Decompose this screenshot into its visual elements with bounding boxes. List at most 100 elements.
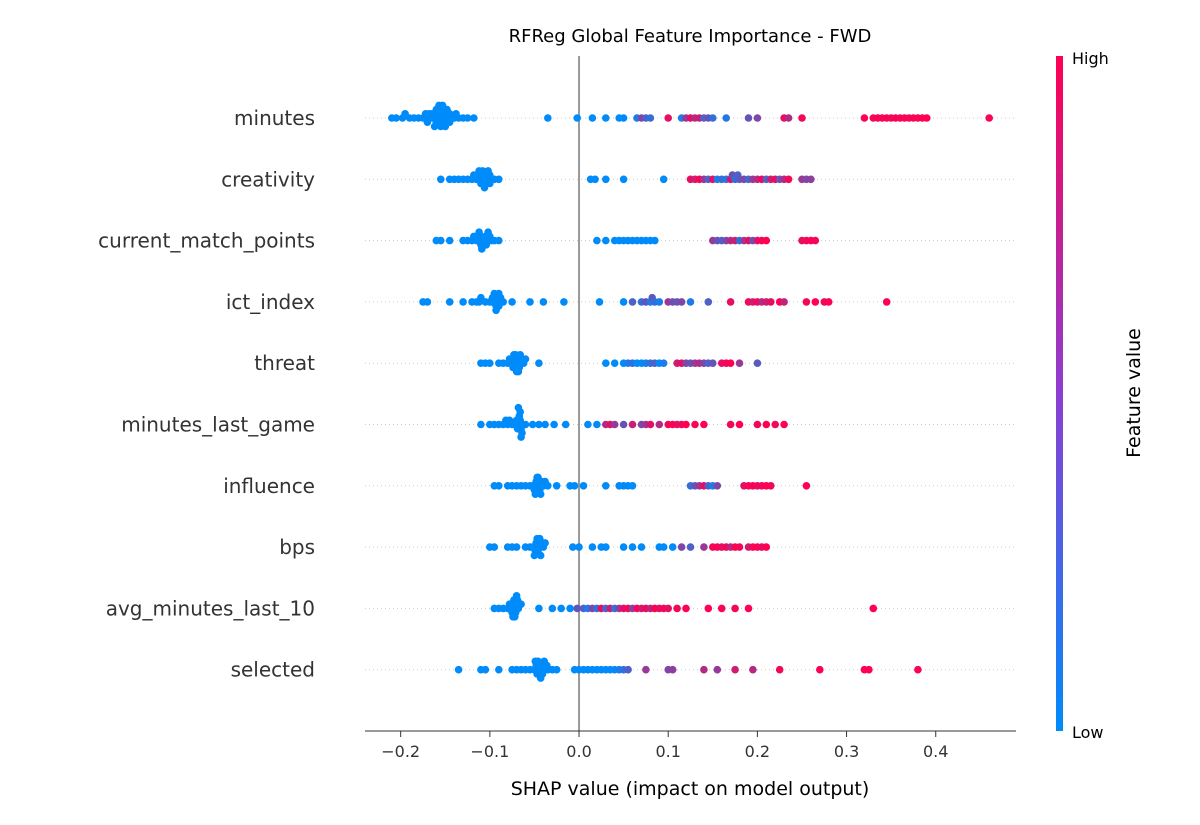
shap-point-ict-index-22 xyxy=(508,298,516,306)
shap-point-influence-45 xyxy=(802,482,811,490)
shap-point-threat-49 xyxy=(753,359,762,368)
shap-point-minutes-last-game-19 xyxy=(514,403,523,412)
shap-point-minutes-last-game-49 xyxy=(780,420,788,429)
shap-point-creativity-27 xyxy=(591,175,599,184)
shap-point-minutes-51 xyxy=(646,114,655,122)
shap-point-influence-22 xyxy=(536,490,545,499)
shap-point-bps-30 xyxy=(668,543,677,551)
shap-point-selected-50 xyxy=(914,665,922,674)
shap-point-threat-23 xyxy=(535,359,543,368)
feature-label-minutes-last-game: minutes_last_game xyxy=(121,413,315,437)
shap-point-minutes-last-game-41 xyxy=(682,420,690,429)
shap-point-avg-minutes-last-10-43 xyxy=(673,604,681,613)
shap-point-minutes-38 xyxy=(430,122,439,131)
shap-point-current-match-points-24 xyxy=(602,236,610,245)
shap-point-ict-index-53 xyxy=(824,298,833,306)
shap-point-bps-31 xyxy=(677,543,686,551)
shap-point-current-match-points-34 xyxy=(651,236,659,245)
shap-point-bps-4 xyxy=(512,543,521,551)
shap-point-selected-22 xyxy=(536,674,545,682)
x-tick-label-0: −0.2 xyxy=(381,742,420,761)
x-axis-ticks: −0.2 −0.1 0.0 0.1 0.2 0.3 0.4 xyxy=(381,731,948,761)
shap-point-minutes-last-game-45 xyxy=(735,420,744,429)
shap-point-current-match-points-21 xyxy=(484,228,492,236)
shap-point-minutes-last-game-44 xyxy=(726,420,735,429)
shap-point-creativity-0 xyxy=(437,175,445,184)
shap-point-minutes-last-game-35 xyxy=(646,420,655,429)
feature-label-avg-minutes-last-10: avg_minutes_last_10 xyxy=(106,596,315,620)
feature-label-selected: selected xyxy=(231,658,315,682)
shap-point-selected-41 xyxy=(668,665,677,674)
shap-point-minutes-last-game-42 xyxy=(691,420,699,429)
x-tick-label-3: 0.1 xyxy=(655,742,680,761)
shap-point-minutes-last-game-20 xyxy=(521,420,530,429)
shap-point-threat-48 xyxy=(735,359,744,368)
shap-point-minutes-33 xyxy=(423,118,432,126)
shap-point-avg-minutes-last-10-18 xyxy=(535,604,543,613)
shap-point-minutes-81 xyxy=(985,114,993,122)
colorbar-high-label: High xyxy=(1072,49,1109,68)
shap-point-ict-index-25 xyxy=(560,298,568,306)
shap-point-threat-19 xyxy=(516,351,524,359)
shap-point-avg-minutes-last-10-48 xyxy=(744,604,753,613)
shap-point-creativity-30 xyxy=(659,175,668,184)
shap-point-ict-index-49 xyxy=(780,298,788,306)
shap-point-selected-49 xyxy=(865,665,873,674)
shap-point-avg-minutes-last-10-22 xyxy=(573,604,581,613)
shap-point-minutes-61 xyxy=(722,114,730,122)
shap-point-threat-25 xyxy=(610,359,619,368)
shap-point-minutes-67 xyxy=(860,114,869,122)
shap-point-threat-44 xyxy=(709,359,717,368)
shap-point-minutes-41 xyxy=(438,101,447,110)
shap-point-bps-24 xyxy=(602,543,610,551)
shap-point-minutes-last-game-46 xyxy=(753,420,762,429)
shap-point-selected-43 xyxy=(713,665,722,674)
shap-point-bps-45 xyxy=(762,543,771,551)
shap-point-creativity-21 xyxy=(486,179,494,188)
shap-point-minutes-26 xyxy=(470,114,478,122)
shap-point-bps-26 xyxy=(628,543,637,551)
shap-point-threat-21 xyxy=(510,351,518,359)
shap-point-ict-index-23 xyxy=(526,298,534,306)
shap-point-bps-29 xyxy=(659,543,668,551)
shap-point-influence-37 xyxy=(713,482,722,490)
shap-point-ict-index-21 xyxy=(495,289,503,298)
shap-point-minutes-last-game-24 xyxy=(550,420,558,429)
shap-point-current-match-points-47 xyxy=(762,236,771,245)
shap-point-selected-17 xyxy=(552,665,561,674)
feature-label-bps: bps xyxy=(279,535,315,559)
shap-point-current-match-points-22 xyxy=(478,245,486,253)
shap-point-avg-minutes-last-10-20 xyxy=(557,604,565,613)
shap-points xyxy=(388,101,993,682)
shap-point-bps-13 xyxy=(541,539,549,547)
shap-point-creativity-17 xyxy=(495,175,503,184)
shap-point-ict-index-50 xyxy=(802,298,811,306)
shap-point-minutes-last-game-30 xyxy=(610,420,619,429)
shap-point-ict-index-2 xyxy=(445,298,454,306)
shap-point-bps-22 xyxy=(588,543,597,551)
x-tick-label-2: 0.0 xyxy=(566,742,591,761)
shap-point-influence-44 xyxy=(767,482,775,490)
shap-point-bps-21 xyxy=(575,543,583,551)
shap-point-avg-minutes-last-10-16 xyxy=(511,613,519,621)
shap-point-ict-index-51 xyxy=(811,298,820,306)
shap-point-current-match-points-1 xyxy=(437,236,445,245)
shap-point-avg-minutes-last-10-46 xyxy=(717,604,726,613)
shap-point-selected-0 xyxy=(454,665,463,674)
shap-point-bps-18 xyxy=(530,551,539,560)
shap-point-bps-1 xyxy=(490,543,499,551)
shap-point-creativity-23 xyxy=(484,167,492,175)
shap-point-minutes-last-game-0 xyxy=(477,420,485,429)
x-tick-label-4: 0.2 xyxy=(745,742,770,761)
shap-point-minutes-63 xyxy=(753,114,762,122)
shap-point-influence-26 xyxy=(602,482,610,490)
colorbar-title: Feature value xyxy=(1123,328,1145,458)
shap-point-creativity-28 xyxy=(602,175,610,184)
shap-point-bps-19 xyxy=(536,551,545,560)
shap-point-minutes-last-game-18 xyxy=(517,433,525,441)
shap-point-bps-32 xyxy=(686,543,695,551)
shap-point-avg-minutes-last-10-19 xyxy=(548,604,557,613)
shap-point-avg-minutes-last-10-49 xyxy=(869,604,878,613)
shap-point-current-match-points-2 xyxy=(445,236,454,245)
